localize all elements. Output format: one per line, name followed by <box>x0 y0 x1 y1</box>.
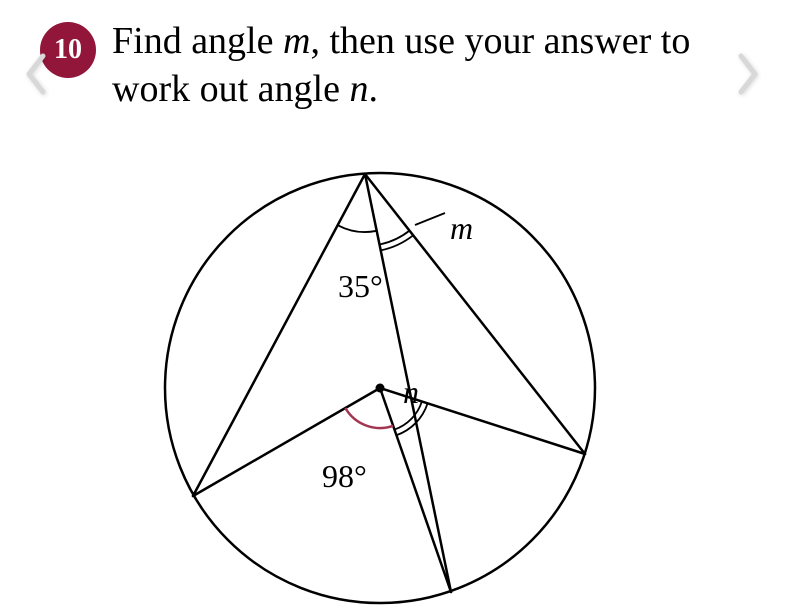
q-text-1: Find angle <box>112 20 283 62</box>
question-text: Find angle m, then use your answer to wo… <box>112 18 700 113</box>
label-35: 35° <box>338 268 383 305</box>
geometry-diagram: m n 35° 98° <box>145 138 615 608</box>
chevron-left-icon <box>21 52 51 96</box>
diagram-svg <box>145 138 615 608</box>
label-n: n <box>403 374 419 411</box>
q-var-n: n <box>349 68 368 110</box>
q-text-3: . <box>368 68 378 110</box>
label-m: m <box>450 210 473 247</box>
next-button[interactable] <box>724 50 772 98</box>
question-header: 10 Find angle m, then use your answer to… <box>0 0 800 113</box>
chevron-right-icon <box>733 52 763 96</box>
prev-button[interactable] <box>12 50 60 98</box>
q-var-m: m <box>283 20 310 62</box>
label-98: 98° <box>322 458 367 495</box>
